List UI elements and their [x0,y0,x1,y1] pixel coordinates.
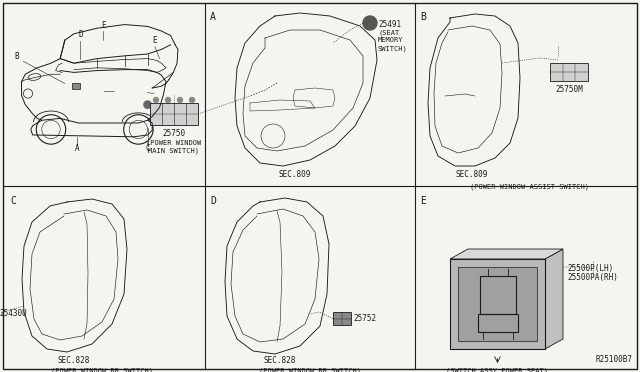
Bar [450,259,545,349]
Text: (POWER WINDOW RR SWITCH): (POWER WINDOW RR SWITCH) [51,367,153,372]
Text: (POWER WINDOW ASSIST SWITCH): (POWER WINDOW ASSIST SWITCH) [470,183,589,189]
Bar [72,83,81,89]
Text: (SWITCH ASSY POWER SEAT): (SWITCH ASSY POWER SEAT) [447,367,548,372]
Text: D: D [210,196,216,206]
Text: (POWER WINDOW: (POWER WINDOW [147,139,202,145]
Text: 25752: 25752 [353,314,376,323]
Text: 25500PA(RH): 25500PA(RH) [567,273,618,282]
Text: 25430U: 25430U [0,309,27,318]
Text: D: D [78,31,83,39]
Text: B: B [420,12,426,22]
Text: 25750M: 25750M [555,85,583,94]
Text: MEMORY: MEMORY [378,37,403,43]
Text: 25491: 25491 [378,20,401,29]
Text: SEC.809: SEC.809 [456,170,488,179]
Bar [333,312,351,325]
Bar [458,267,537,341]
Text: (SEAT: (SEAT [378,29,399,35]
Circle shape [363,16,377,30]
Text: MAIN SWITCH): MAIN SWITCH) [148,147,200,154]
Circle shape [189,97,195,103]
Text: E: E [153,36,157,45]
Text: A: A [210,12,216,22]
Bar [550,63,588,81]
Circle shape [166,97,170,103]
Text: SEC.828: SEC.828 [58,356,90,365]
Text: C: C [10,196,16,206]
Circle shape [144,101,151,108]
Text: A: A [74,144,79,153]
Text: 25750: 25750 [163,129,186,138]
Bar [477,314,518,332]
Text: SWITCH): SWITCH) [378,45,408,51]
Text: SEC.809: SEC.809 [279,170,311,179]
Text: E: E [101,21,106,30]
Polygon shape [545,249,563,349]
Text: C: C [145,144,150,153]
Polygon shape [450,249,563,259]
Text: SEC.828: SEC.828 [264,356,296,365]
Circle shape [177,97,182,103]
Text: R25100B7: R25100B7 [595,355,632,364]
Text: E: E [420,196,426,206]
Bar [150,103,198,125]
Text: B: B [15,52,19,61]
Bar [479,276,515,314]
Text: (POWER WINDOW RR SWITCH): (POWER WINDOW RR SWITCH) [259,367,361,372]
Text: 25500P(LH): 25500P(LH) [567,264,613,273]
Circle shape [154,97,159,103]
